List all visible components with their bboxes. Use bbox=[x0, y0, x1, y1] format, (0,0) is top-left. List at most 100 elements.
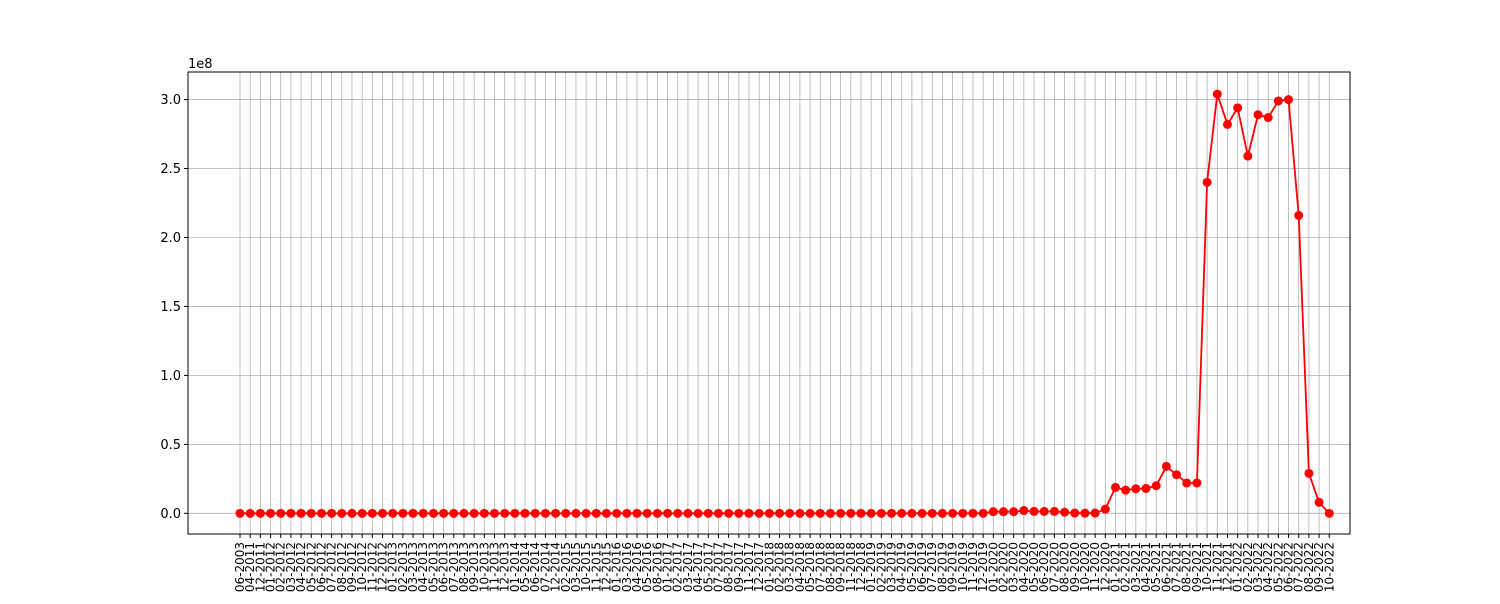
x-tick-label: 09-2022 bbox=[1312, 542, 1326, 592]
x-tick-label: 03-2021 bbox=[1129, 542, 1143, 592]
x-tick-label: 01-2018 bbox=[762, 542, 776, 592]
y-tick-label: 0.5 bbox=[160, 438, 181, 453]
x-tick-label: 01-2021 bbox=[1108, 542, 1122, 592]
data-point bbox=[734, 508, 744, 518]
data-point bbox=[1263, 113, 1273, 123]
x-tick-label: 04-2019 bbox=[895, 542, 909, 592]
x-tick-label: 11-2013 bbox=[488, 542, 502, 592]
x-tick-label: 03-2015 bbox=[569, 542, 583, 592]
data-point bbox=[571, 508, 581, 518]
data-point bbox=[520, 508, 530, 518]
data-point bbox=[968, 508, 978, 518]
data-point bbox=[316, 508, 326, 518]
data-point bbox=[408, 508, 418, 518]
x-tick-label: 09-2020 bbox=[1068, 542, 1082, 592]
data-point bbox=[825, 508, 835, 518]
data-point bbox=[286, 508, 296, 518]
x-tick-label: 04-2022 bbox=[1261, 542, 1275, 592]
x-tick-label: 06-2022 bbox=[1282, 542, 1296, 592]
x-tick-label: 06-2020 bbox=[1037, 542, 1051, 592]
data-point bbox=[1131, 484, 1141, 494]
x-tick-label: 07-2017 bbox=[711, 542, 725, 592]
x-tick-label: 01-2012 bbox=[264, 542, 278, 592]
x-tick-label: 12-2014 bbox=[549, 542, 563, 592]
data-point bbox=[1273, 96, 1283, 106]
x-tick-label: 10-2012 bbox=[355, 542, 369, 592]
grid-lines bbox=[188, 72, 1350, 534]
data-point bbox=[235, 508, 245, 518]
x-tick-label: 05-2019 bbox=[905, 542, 919, 592]
data-point bbox=[490, 508, 499, 518]
data-point bbox=[266, 508, 276, 518]
data-point bbox=[591, 508, 601, 518]
data-point bbox=[449, 508, 459, 518]
x-tick-label: 11-2015 bbox=[589, 542, 603, 592]
x-tick-label: 09-2013 bbox=[467, 542, 481, 592]
x-tick-label: 10-2020 bbox=[1078, 542, 1092, 592]
data-point bbox=[551, 508, 561, 518]
y-tick-label: 2.0 bbox=[160, 231, 181, 246]
data-point bbox=[724, 508, 734, 518]
data-point bbox=[866, 508, 876, 518]
y-scale-label: 1e8 bbox=[188, 57, 213, 72]
x-tick-label: 09-2019 bbox=[946, 542, 960, 592]
data-point bbox=[1172, 470, 1182, 480]
x-tick-label: 07-2022 bbox=[1292, 542, 1306, 592]
data-point bbox=[459, 508, 469, 518]
x-tick-label: 07-2019 bbox=[925, 542, 939, 592]
data-point bbox=[958, 508, 968, 518]
x-tick-label: 09-2012 bbox=[345, 542, 359, 592]
x-tick-label: 11-2018 bbox=[844, 542, 858, 592]
data-point bbox=[1110, 482, 1120, 492]
x-tick-label: 04-2021 bbox=[1139, 542, 1153, 592]
data-point bbox=[795, 508, 805, 518]
data-point bbox=[999, 507, 1008, 517]
y-tick-label: 2.5 bbox=[160, 162, 181, 177]
data-point bbox=[1060, 507, 1070, 517]
x-tick-label: 04-2018 bbox=[793, 542, 807, 592]
data-point bbox=[1202, 177, 1212, 187]
data-point bbox=[530, 508, 540, 518]
x-tick-label: 11-2021 bbox=[1210, 542, 1224, 592]
x-tick-label: 03-2020 bbox=[1007, 542, 1021, 592]
data-point bbox=[347, 508, 357, 518]
x-tick-label: 02-2017 bbox=[671, 542, 685, 592]
x-tick-label: 08-2012 bbox=[335, 542, 349, 592]
data-point bbox=[1284, 95, 1294, 105]
data-point bbox=[469, 508, 479, 518]
data-point bbox=[764, 508, 774, 518]
data-point bbox=[917, 508, 927, 518]
data-point bbox=[703, 508, 713, 518]
x-tick-label: 04-2012 bbox=[294, 542, 308, 592]
data-point bbox=[805, 508, 815, 518]
x-tick-label: 09-2018 bbox=[834, 542, 848, 592]
data-point bbox=[500, 508, 510, 518]
x-tick-label: 03-2012 bbox=[284, 542, 298, 592]
x-tick-label: 05-2017 bbox=[701, 542, 715, 592]
x-tick-label: 07-2013 bbox=[447, 542, 461, 592]
data-point bbox=[1121, 485, 1131, 495]
data-point bbox=[1222, 119, 1232, 129]
data-point bbox=[601, 508, 611, 518]
x-tick-label: 12-2013 bbox=[498, 542, 512, 592]
x-tick-label: 01-2016 bbox=[610, 542, 624, 592]
x-tick-label: 08-2013 bbox=[457, 542, 471, 592]
y-tick-labels: 0.0 0.5 1.0 1.5 2.0 2.5 3.0 bbox=[160, 93, 188, 522]
data-point bbox=[561, 508, 571, 518]
data-point bbox=[1314, 497, 1324, 507]
x-tick-label: 04-2013 bbox=[416, 542, 430, 592]
x-tick-label: 04-2017 bbox=[691, 542, 705, 592]
x-tick-label: 03-2019 bbox=[885, 542, 899, 592]
data-point bbox=[1161, 461, 1171, 471]
data-point bbox=[1029, 506, 1039, 516]
data-point bbox=[978, 508, 988, 518]
data-point bbox=[1212, 89, 1222, 99]
x-tick-label: 06-2012 bbox=[314, 542, 328, 592]
x-tick-label: 03-2016 bbox=[620, 542, 634, 592]
x-tick-label: 08-2022 bbox=[1302, 542, 1316, 592]
x-tick-label: 05-2016 bbox=[640, 542, 654, 592]
data-point bbox=[327, 508, 337, 518]
x-tick-label: 08-2021 bbox=[1180, 542, 1194, 592]
x-tick-label: 08-2020 bbox=[1058, 542, 1072, 592]
x-tick-label: 11-2012 bbox=[365, 542, 379, 592]
